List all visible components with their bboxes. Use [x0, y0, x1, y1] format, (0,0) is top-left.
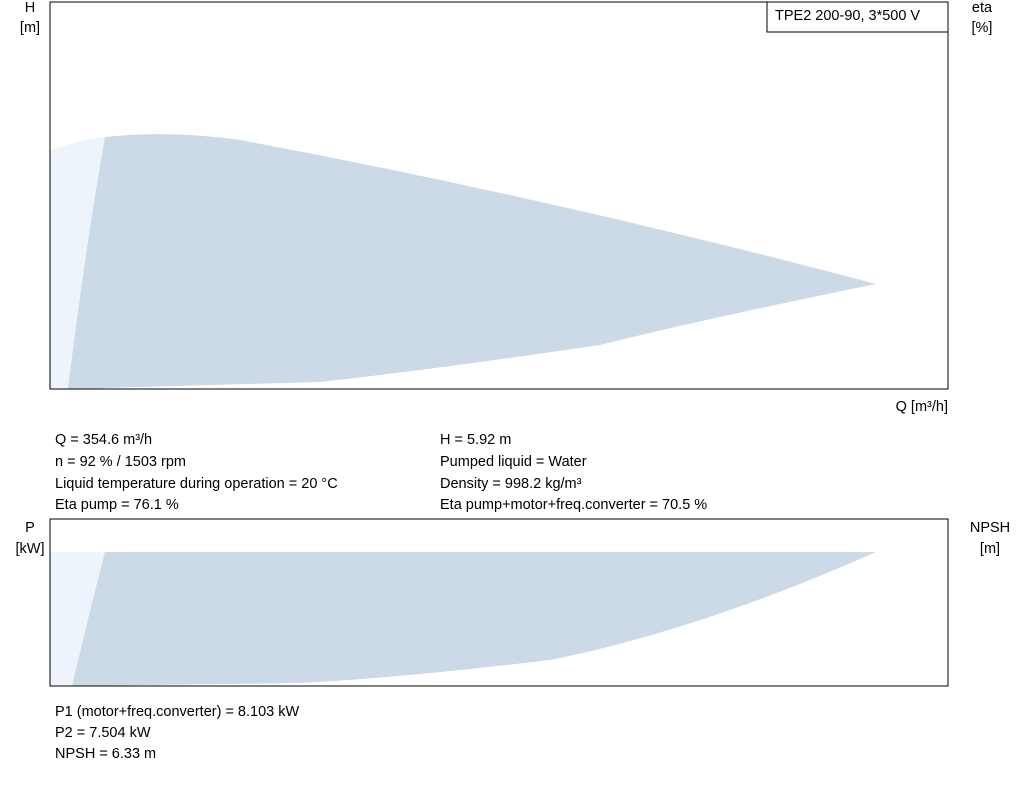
info-text: P1 (motor+freq.converter) = 8.103 kW [55, 704, 299, 720]
info-text: NPSH = 6.33 m [55, 746, 156, 762]
top-frame [49, 1, 949, 390]
y-axis-unit: [m] [20, 20, 40, 36]
frames [49, 1, 949, 687]
operating-range-bottom [72, 552, 876, 686]
y2-axis-unit: [%] [972, 20, 993, 36]
info-text: Density = 998.2 kg/m³ [440, 476, 582, 492]
title-box [766, 1, 949, 33]
info-text: Q = 354.6 m³/h [55, 432, 152, 448]
info-text: Eta pump = 76.1 % [55, 497, 179, 513]
bottom-frame [49, 518, 949, 687]
npsh-axis-unit: [m] [980, 541, 1000, 557]
chart-title: TPE2 200-90, 3*500 V [775, 8, 920, 24]
operating-range-top [68, 134, 876, 389]
info-text: P2 = 7.504 kW [55, 725, 151, 741]
info-text: Liquid temperature during operation = 20… [55, 476, 338, 492]
npsh-axis-label: NPSH [970, 520, 1010, 536]
y2-axis-label: eta [972, 0, 993, 16]
p-axis-unit: [kW] [16, 541, 45, 557]
x-axis-label: Q [m³/h] [896, 399, 948, 415]
info-text: Eta pump+motor+freq.converter = 70.5 % [440, 497, 707, 513]
y-axis-label: H [25, 0, 35, 16]
info-text: n = 92 % / 1503 rpm [55, 454, 186, 470]
info-text: H = 5.92 m [440, 432, 511, 448]
p-axis-label: P [25, 520, 35, 536]
info-text: Pumped liquid = Water [440, 454, 587, 470]
